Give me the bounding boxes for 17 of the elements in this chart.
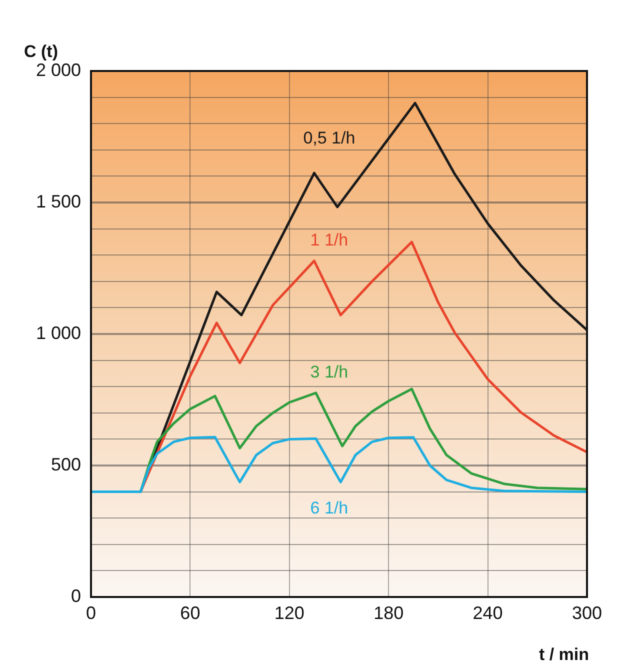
x-tick-label: 120 bbox=[274, 602, 304, 623]
x-axis-title: t / min bbox=[538, 645, 589, 664]
y-tick-label: 0 bbox=[70, 586, 81, 606]
x-tick-label: 300 bbox=[572, 602, 602, 623]
x-tick-label: 240 bbox=[472, 602, 503, 623]
x-tick-label: 60 bbox=[180, 602, 200, 623]
series-label: 6 1/h bbox=[310, 498, 348, 518]
y-axis-title: C (t) bbox=[24, 42, 58, 62]
x-tick-label: 0 bbox=[86, 602, 96, 623]
series-label: 1 1/h bbox=[310, 230, 348, 250]
y-tick-label: 1 500 bbox=[36, 191, 81, 212]
y-tick-label: 500 bbox=[50, 454, 81, 474]
x-tick-label: 180 bbox=[374, 602, 404, 623]
y-tick-label: 1 000 bbox=[36, 322, 81, 343]
y-tick-label: 2 000 bbox=[36, 60, 81, 80]
series-label: 0,5 1/h bbox=[303, 128, 356, 148]
series-label: 3 1/h bbox=[310, 362, 348, 382]
